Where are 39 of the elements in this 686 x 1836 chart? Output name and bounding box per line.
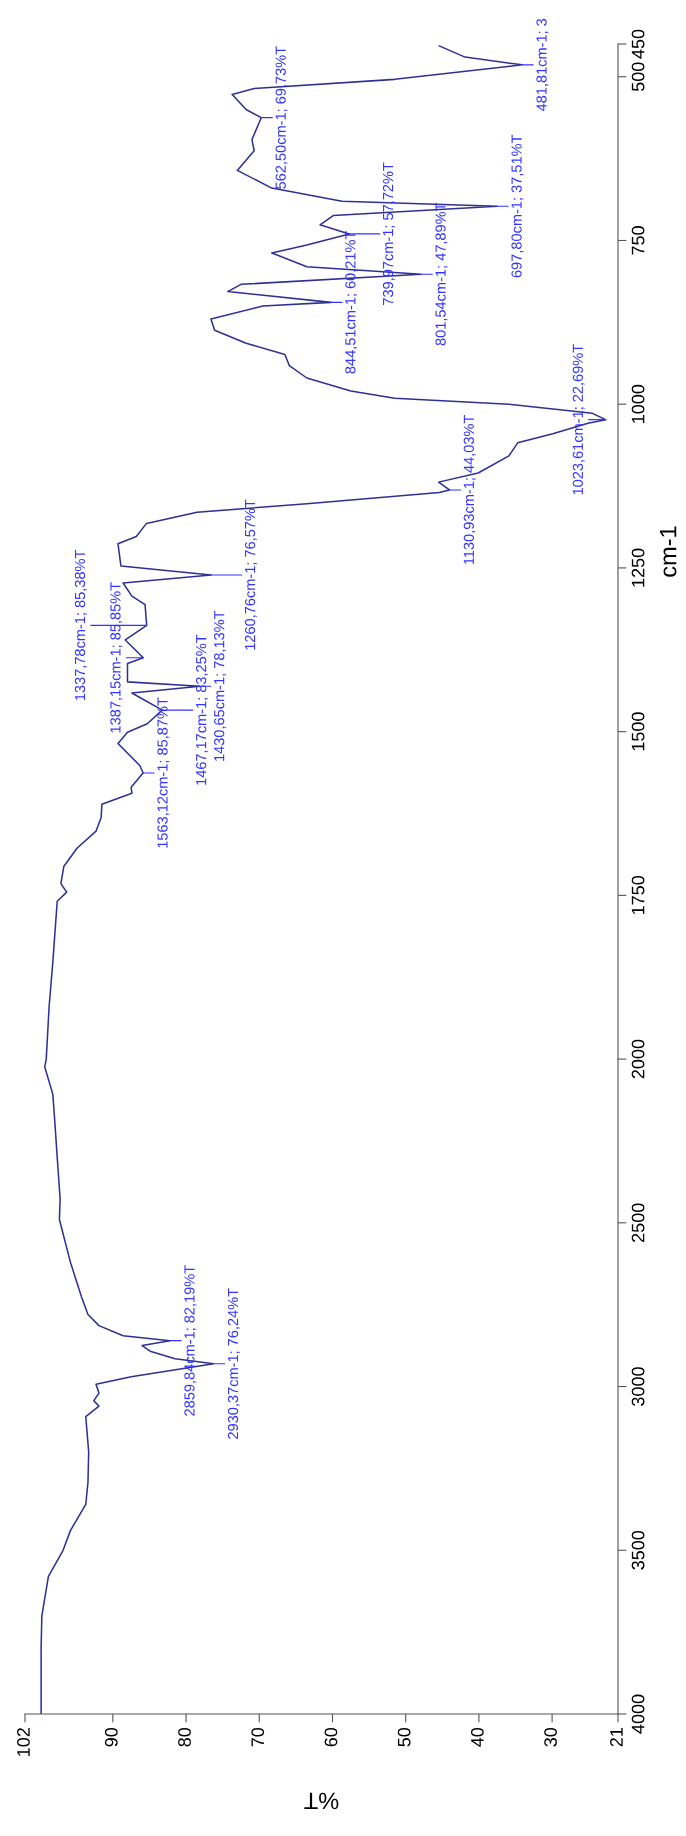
x-tick-label: 90 [104,1727,118,1747]
annotation: 1430,65cm-1; 78,13%T [214,610,227,761]
annotation: 1130,93cm-1; 44,03%T [463,415,476,565]
y-tick-label: 500 [631,62,645,92]
annotation: 1260,76cm-1; 76,57%T [244,499,257,650]
y-tick-label: 2500 [631,1203,645,1242]
y-tick-label: 1500 [631,712,645,751]
y-tick-label: 2000 [631,1039,645,1079]
annotation: 844,51cm-1; 60,21%T [345,230,358,374]
x-tick-label: 70 [251,1727,265,1747]
y-tick-label: 450 [631,29,645,59]
x-tick-label: 30 [544,1727,557,1747]
annotation: 1563,12cm-1; 85,87%T [157,697,170,848]
y-tick-label: 1750 [631,875,645,915]
x-tick-label: 80 [178,1727,191,1747]
y-tick-label: 3000 [631,1367,645,1406]
annotation: 562,50cm-1; 69,73%T [275,46,288,189]
annotation: 1023,61cm-1; 22,69%T [572,344,585,495]
annotation: 801,54cm-1; 47,89%T [435,202,448,346]
y-tick-label: 4000 [631,1694,645,1734]
x-tick-label: 40 [470,1727,484,1747]
annotation: 1337,78cm-1; 85,38%T [74,549,87,701]
y-axis-title: cm-1 [660,526,677,577]
y-tick-label: 3500 [631,1530,645,1570]
annotation: 1467,17cm-1; 83,25%T [195,634,209,785]
x-tick-label: 60 [324,1727,338,1747]
annotation: 2930,37cm-1; 76,24%T [227,1288,240,1439]
annotation: 739,97cm-1; 57,72%T [382,162,395,305]
y-tick-label: 1000 [631,384,645,423]
x-tick-label: 102 [17,1728,30,1756]
annotation: 2859,84cm-1; 82,19%T [184,1265,197,1416]
x-axis-title: %T [304,1792,339,1810]
x-tick-label: 50 [397,1727,411,1747]
y-tick-label: 1250 [631,548,645,587]
annotation: 481,81cm-1; 3 [536,18,549,112]
annotation: 1387,15cm-1; 85,85%T [110,582,123,733]
x-tick-label: 21 [610,1728,623,1747]
y-tick-label: 750 [631,226,645,255]
annotation: 697,80cm-1; 37,51%T [511,134,524,278]
